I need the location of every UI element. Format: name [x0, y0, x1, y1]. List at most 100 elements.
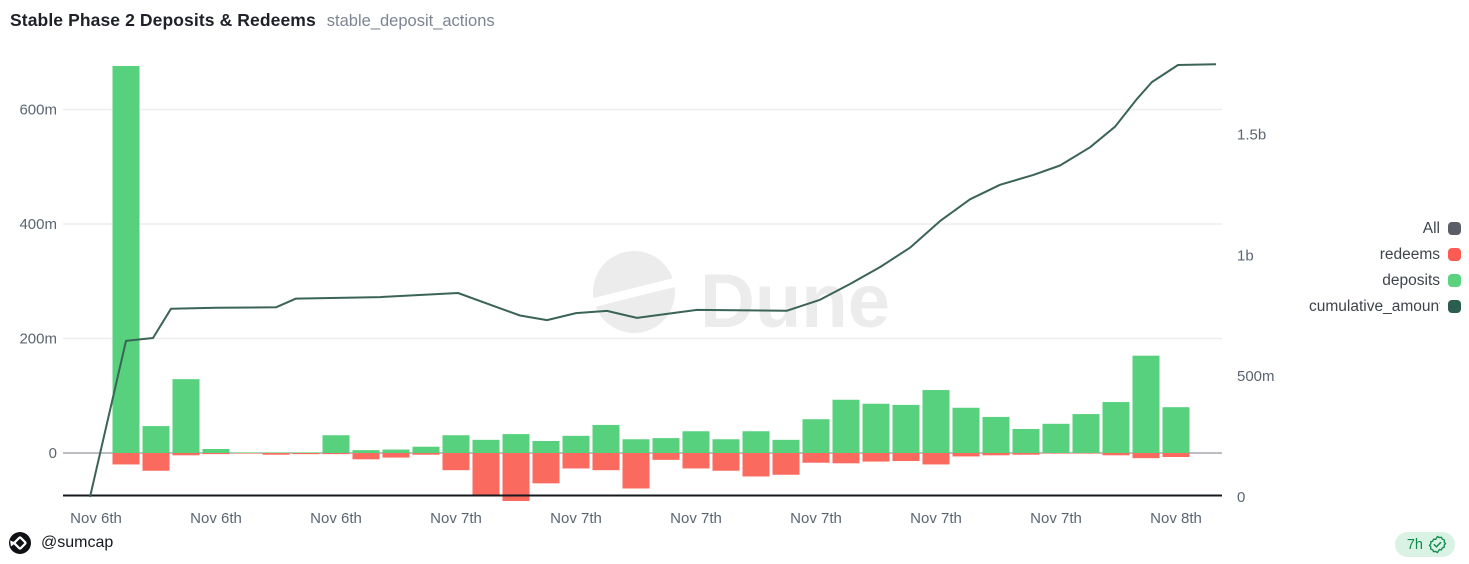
deposit-bar[interactable]: [382, 449, 410, 453]
deposit-bar[interactable]: [712, 439, 740, 453]
verified-check-icon: [1428, 535, 1447, 554]
author-handle[interactable]: @sumcap: [41, 534, 114, 551]
redeem-bar[interactable]: [472, 453, 500, 495]
deposit-bar[interactable]: [1072, 414, 1100, 453]
deposit-bar[interactable]: [532, 440, 560, 453]
deposit-bar[interactable]: [772, 439, 800, 453]
redeem-bar[interactable]: [112, 453, 140, 465]
redeem-bar[interactable]: [982, 453, 1010, 456]
left-axis-tick: 600m: [19, 102, 57, 119]
deposit-bar[interactable]: [472, 439, 500, 453]
author-logo-icon: [9, 532, 31, 554]
deposit-bar[interactable]: [442, 435, 470, 453]
chart-header: Stable Phase 2 Deposits & Redeems stable…: [10, 10, 495, 31]
deposit-bar[interactable]: [862, 403, 890, 453]
deposit-bar[interactable]: [262, 452, 290, 453]
cumulative-line[interactable]: [89, 63, 1217, 498]
redeem-bar[interactable]: [142, 453, 170, 471]
legend-item-cumulative-amount[interactable]: cumulative_amount: [1309, 296, 1461, 317]
redeem-bar[interactable]: [562, 453, 590, 469]
legend-label: deposits: [1382, 271, 1440, 289]
deposit-bar[interactable]: [412, 446, 440, 453]
deposit-bar[interactable]: [592, 424, 620, 453]
deposit-bar[interactable]: [352, 450, 380, 453]
deposit-bar[interactable]: [142, 426, 170, 453]
redeem-bar[interactable]: [742, 453, 770, 477]
deposit-bar[interactable]: [622, 439, 650, 453]
redeem-bar[interactable]: [1012, 453, 1040, 455]
deposit-bar[interactable]: [1012, 428, 1040, 453]
redeem-bar[interactable]: [502, 453, 530, 507]
deposit-bar[interactable]: [322, 435, 350, 453]
chart-legend: All redeems deposits cumulative_amount: [1309, 218, 1461, 317]
author-attribution[interactable]: @sumcap: [8, 531, 113, 555]
redeem-bar[interactable]: [802, 453, 830, 463]
deposit-bar[interactable]: [562, 435, 590, 453]
deposit-bar[interactable]: [682, 431, 710, 453]
redeem-bar[interactable]: [922, 453, 950, 465]
redeem-bar[interactable]: [442, 453, 470, 471]
x-axis-tick: Nov 6th: [310, 510, 362, 527]
deposit-bar[interactable]: [292, 452, 320, 453]
deposit-bar[interactable]: [652, 438, 680, 453]
redeem-bar[interactable]: [1042, 453, 1070, 454]
deposit-bar[interactable]: [982, 416, 1010, 453]
redeem-bar[interactable]: [232, 453, 260, 454]
deposit-bar[interactable]: [502, 434, 530, 453]
deposit-bar[interactable]: [1102, 402, 1130, 453]
redeem-bar[interactable]: [352, 453, 380, 460]
legend-label: cumulative_amount: [1309, 297, 1440, 315]
redeem-bar[interactable]: [772, 453, 800, 475]
left-axis-tick: 400m: [19, 216, 57, 233]
x-axis-tick: Nov 6th: [190, 510, 242, 527]
left-axis-tick: 0: [49, 445, 57, 462]
deposit-bar[interactable]: [1042, 423, 1070, 453]
redeem-bar[interactable]: [1162, 453, 1190, 458]
redeem-bar[interactable]: [172, 453, 200, 456]
redeem-bar[interactable]: [862, 453, 890, 462]
redeem-bar[interactable]: [832, 453, 860, 464]
redeem-bar[interactable]: [292, 453, 320, 455]
redeem-bar[interactable]: [892, 453, 920, 462]
chart-title[interactable]: Stable Phase 2 Deposits & Redeems: [10, 10, 316, 30]
redeem-bar[interactable]: [1132, 453, 1160, 459]
right-axis-tick: 1.5b: [1237, 127, 1266, 144]
legend-item-all[interactable]: All: [1309, 218, 1461, 239]
deposit-bar[interactable]: [202, 448, 230, 453]
redeem-bar[interactable]: [592, 453, 620, 471]
deposit-bar[interactable]: [1162, 407, 1190, 453]
deposit-bar[interactable]: [802, 419, 830, 453]
deposit-bar[interactable]: [112, 65, 140, 454]
data-freshness-badge[interactable]: 7h: [1394, 532, 1455, 557]
x-axis-tick: Nov 8th: [1150, 510, 1202, 527]
deposit-bar[interactable]: [1132, 355, 1160, 453]
right-axis-tick: 500m: [1237, 368, 1275, 385]
redeem-bar[interactable]: [412, 453, 440, 455]
redeem-bar[interactable]: [682, 453, 710, 469]
deposit-bar[interactable]: [742, 431, 770, 453]
deposit-bar[interactable]: [832, 399, 860, 453]
legend-item-deposits[interactable]: deposits: [1309, 270, 1461, 291]
redeem-bar[interactable]: [712, 453, 740, 471]
redeem-bar[interactable]: [652, 453, 680, 460]
redeem-bar[interactable]: [622, 453, 650, 489]
redeem-bar[interactable]: [532, 453, 560, 484]
svg-text:Dune: Dune: [700, 259, 890, 344]
redeem-bar[interactable]: [1072, 453, 1100, 454]
legend-item-redeems[interactable]: redeems: [1309, 244, 1461, 265]
redeem-bar[interactable]: [322, 453, 350, 455]
redeem-bar[interactable]: [952, 453, 980, 457]
redeem-bar[interactable]: [262, 453, 290, 455]
deposit-bar[interactable]: [172, 379, 200, 453]
deposit-bar[interactable]: [232, 452, 260, 453]
deposit-bar[interactable]: [922, 390, 950, 453]
deposit-bar[interactable]: [892, 404, 920, 453]
left-axis-tick: 200m: [19, 331, 57, 348]
redeem-bar[interactable]: [382, 453, 410, 458]
redeem-bar[interactable]: [202, 453, 230, 455]
deposit-bar[interactable]: [952, 407, 980, 453]
redeem-bar[interactable]: [1102, 453, 1130, 456]
query-name-link[interactable]: stable_deposit_actions: [326, 12, 495, 30]
